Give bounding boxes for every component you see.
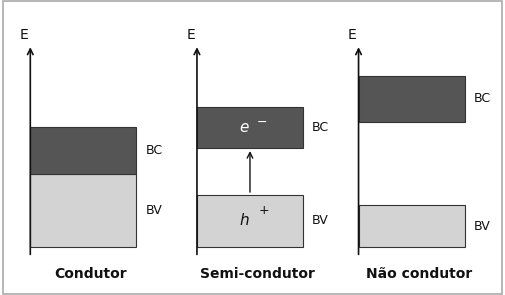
Text: −: − <box>257 116 267 129</box>
Text: E: E <box>348 28 357 42</box>
Text: BC: BC <box>474 92 491 105</box>
Bar <box>30 127 136 174</box>
Text: E: E <box>186 28 195 42</box>
Text: BC: BC <box>312 121 329 134</box>
Text: e: e <box>239 120 248 135</box>
Text: +: + <box>258 204 269 217</box>
Text: Condutor: Condutor <box>55 267 127 281</box>
Bar <box>30 174 136 247</box>
Text: BV: BV <box>474 219 490 232</box>
Text: BC: BC <box>145 144 163 157</box>
Text: Não condutor: Não condutor <box>366 267 472 281</box>
Bar <box>197 195 303 247</box>
Bar <box>359 76 465 122</box>
Bar <box>359 205 465 247</box>
Text: h: h <box>239 213 249 228</box>
Bar <box>197 107 303 148</box>
Text: E: E <box>20 28 29 42</box>
Text: BV: BV <box>145 204 162 217</box>
Text: Semi-condutor: Semi-condutor <box>200 267 315 281</box>
Text: BV: BV <box>312 214 329 227</box>
